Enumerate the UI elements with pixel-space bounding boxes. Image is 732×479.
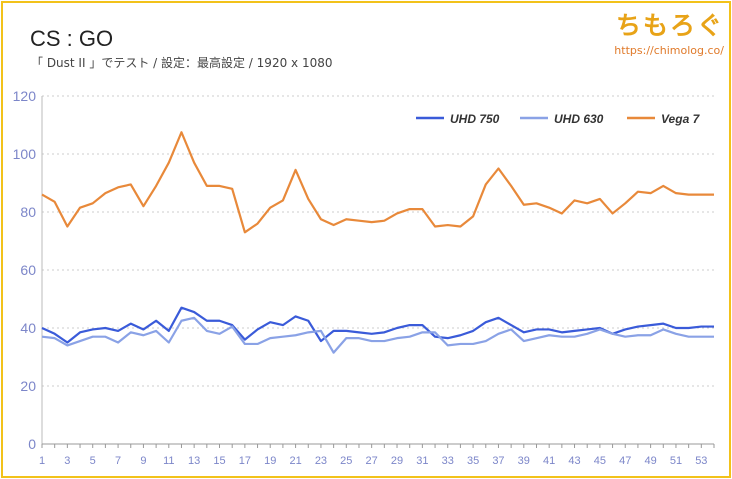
y-tick-label: 20: [20, 378, 36, 394]
y-tick-label: 120: [13, 88, 37, 104]
brand-url: https://chimolog.co/: [614, 44, 724, 57]
x-tick-label: 47: [619, 455, 631, 467]
x-tick-label: 5: [90, 455, 96, 467]
x-tick-label: 45: [594, 455, 606, 467]
legend-label: Vega 7: [661, 112, 701, 126]
x-tick-label: 51: [670, 455, 682, 467]
series-line-vega-7: [41, 131, 714, 234]
x-tick-label: 19: [264, 455, 276, 467]
x-tick-label: 29: [391, 455, 403, 467]
legend: UHD 750 UHD 630 Vega 7: [416, 112, 701, 126]
y-tick-label: 100: [13, 146, 37, 162]
x-tick-label: 31: [416, 455, 428, 467]
x-tick-label: 23: [315, 455, 327, 467]
chart-subtitle: 「 Dust II 」でテスト / 設定：最高設定 / 1920 x 1080: [31, 56, 333, 70]
x-tick-label: 49: [644, 455, 656, 467]
series-line-uhd-630: [41, 316, 714, 354]
x-tick-label: 41: [543, 455, 555, 467]
y-tick-label: 40: [20, 320, 36, 336]
y-tick-label: 80: [20, 204, 36, 220]
x-tick-label: 15: [213, 455, 225, 467]
x-tick-label: 13: [188, 455, 200, 467]
brand-name: ちもろぐ: [615, 11, 724, 40]
x-tick-label: 17: [239, 455, 251, 467]
y-tick-label: 60: [20, 262, 36, 278]
y-tick-label: 0: [28, 436, 36, 452]
x-tick-label: 9: [140, 455, 146, 467]
x-tick-label: 1: [39, 455, 45, 467]
x-tick-label: 25: [340, 455, 352, 467]
legend-label: UHD 630: [554, 112, 604, 126]
x-tick-label: 33: [442, 455, 454, 467]
y-axis: 0 20 40 60 80 100 120: [13, 88, 43, 452]
legend-label: UHD 750: [450, 112, 500, 126]
x-axis: 1 3 5 7 9 11 13 15 17 19 21 23 25 27 29 31 33 35 37 39 41 43 4…: [39, 443, 715, 467]
x-tick-label: 21: [289, 455, 301, 467]
x-tick-label: 43: [568, 455, 580, 467]
chart-title: CS : GO: [30, 26, 114, 51]
x-tick-label: 3: [64, 455, 70, 467]
x-tick-label: 11: [163, 455, 174, 467]
x-tick-label: 37: [492, 455, 504, 467]
series-line-uhd-750: [41, 306, 714, 344]
x-tick-label: 27: [366, 455, 378, 467]
series-lines: [41, 131, 714, 354]
grid-lines: [42, 95, 714, 387]
x-tick-label: 39: [518, 455, 530, 467]
x-tick-label: 53: [695, 455, 707, 467]
brand-logo: ちもろぐ https://chimolog.co/: [614, 6, 724, 57]
x-tick-label: 35: [467, 455, 479, 467]
x-tick-label: 7: [115, 455, 121, 467]
